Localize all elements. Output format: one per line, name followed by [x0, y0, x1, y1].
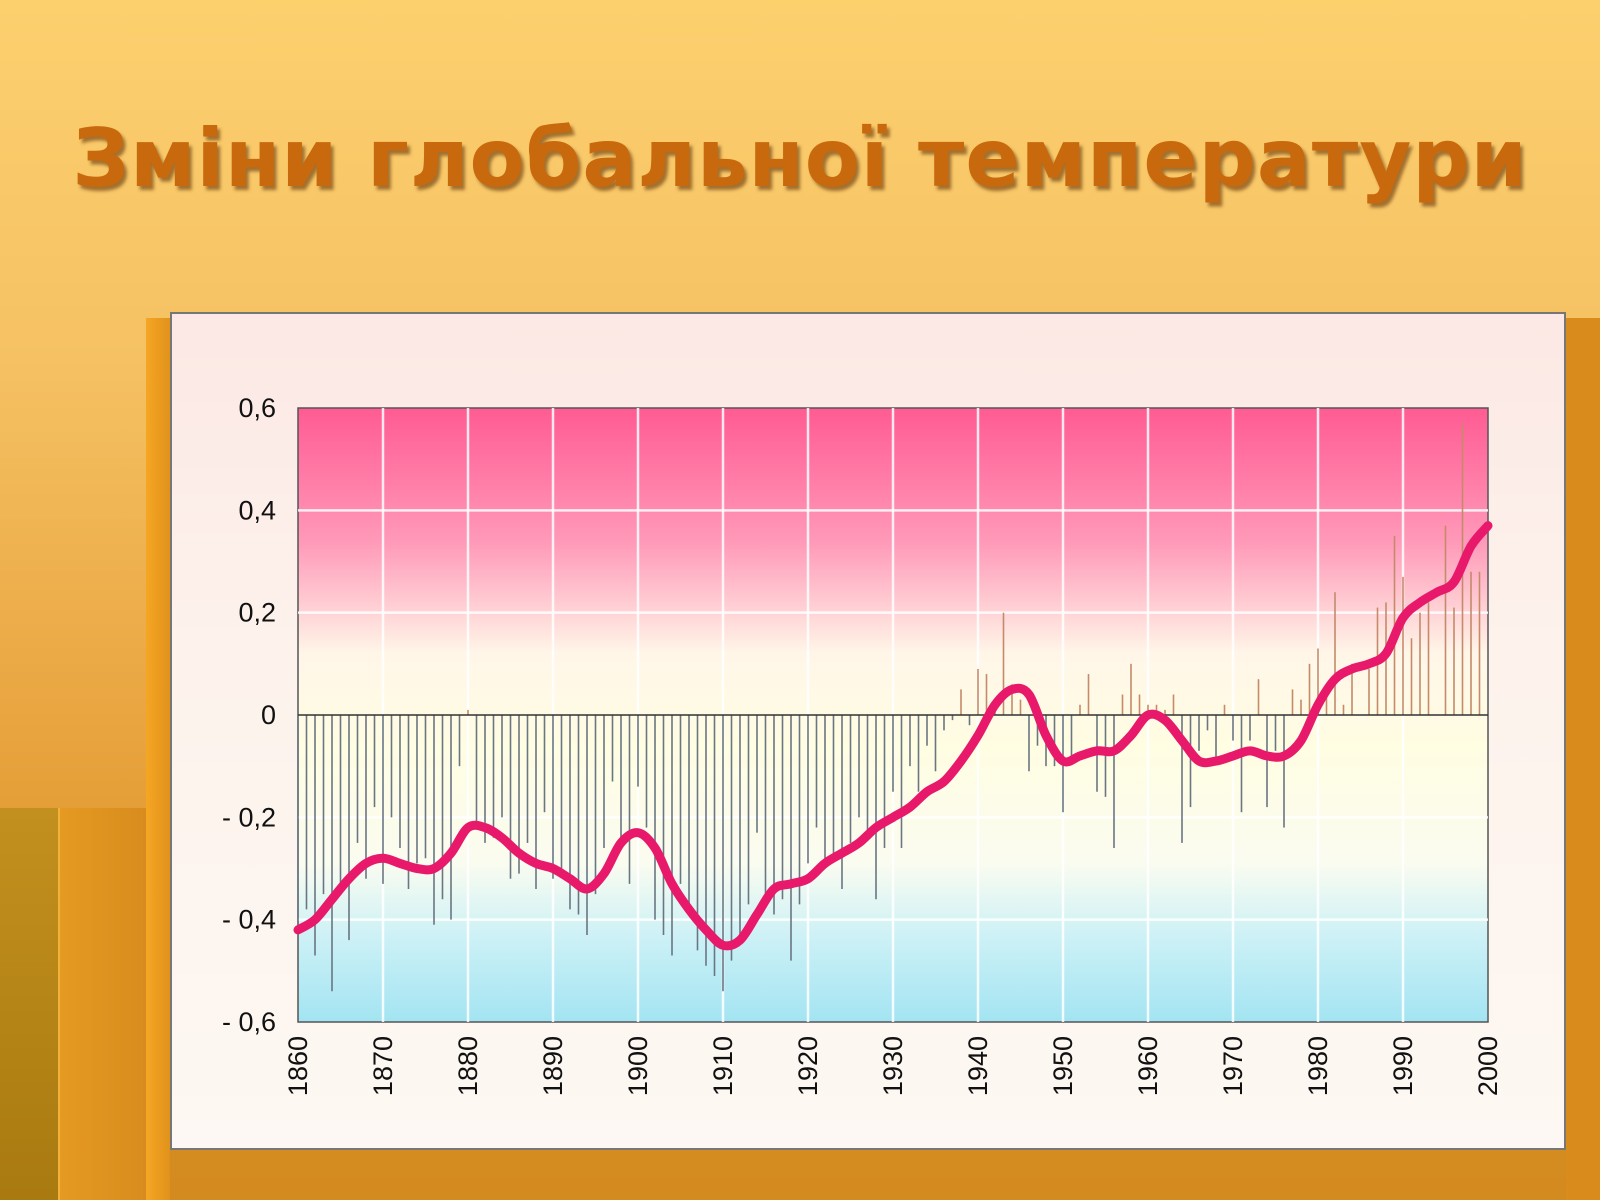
x-tick-label: 1870: [368, 1036, 398, 1096]
annual-bars: [297, 423, 1481, 992]
x-axis-labels: 1860 1870 1880 1890 1900 1910 1920 1930 1940 1950…: [283, 1036, 1503, 1096]
x-tick-label: 1880: [453, 1036, 483, 1096]
temperature-chart: 0,60,40,20- 0,2- 0,4- 0,6 1860 1870 1880 18…: [222, 393, 1503, 1096]
decor-strip-right: [1566, 318, 1600, 1200]
trend-line: [293, 521, 1493, 951]
slide-title: Зміни глобальної температури: [72, 112, 1528, 205]
y-tick-label: 0,6: [238, 393, 276, 423]
trend-line-group: [293, 521, 1493, 951]
x-tick-label: 1990: [1388, 1036, 1418, 1096]
x-tick-label: 1920: [793, 1036, 823, 1096]
decor-block-left-inner: [58, 808, 148, 1200]
x-tick-label: 1980: [1303, 1036, 1333, 1096]
decor-block-left: [0, 808, 58, 1200]
x-tick-label: 1950: [1048, 1036, 1078, 1096]
y-tick-label: 0,2: [238, 598, 276, 628]
y-tick-label: - 0,6: [222, 1007, 276, 1037]
x-tick-label: 1860: [283, 1036, 313, 1096]
x-tick-label: 2000: [1473, 1036, 1503, 1096]
x-tick-label: 1960: [1133, 1036, 1163, 1096]
chart-frame: 0,6 0,4 0,2 0- 0,2- 0,4- 0,6 1860 1870 1880 18…: [170, 312, 1566, 1150]
y-tick-label: 0,4: [238, 495, 276, 525]
x-tick-label: 1970: [1218, 1036, 1248, 1096]
x-tick-label: 1940: [963, 1036, 993, 1096]
x-tick-label: 1910: [708, 1036, 738, 1096]
y-axis-labels: 0,6 0,4 0,2 0 - 0,2 - 0,4 - 0,6: [222, 393, 276, 1037]
y-tick-label: 0: [261, 700, 276, 730]
y-tick-label: - 0,2: [222, 802, 276, 832]
x-tick-label: 1930: [878, 1036, 908, 1096]
y-tick-label: - 0,4: [222, 905, 276, 935]
x-tick-label: 1900: [623, 1036, 653, 1096]
decor-strip: [146, 318, 170, 1200]
x-tick-label: 1890: [538, 1036, 568, 1096]
